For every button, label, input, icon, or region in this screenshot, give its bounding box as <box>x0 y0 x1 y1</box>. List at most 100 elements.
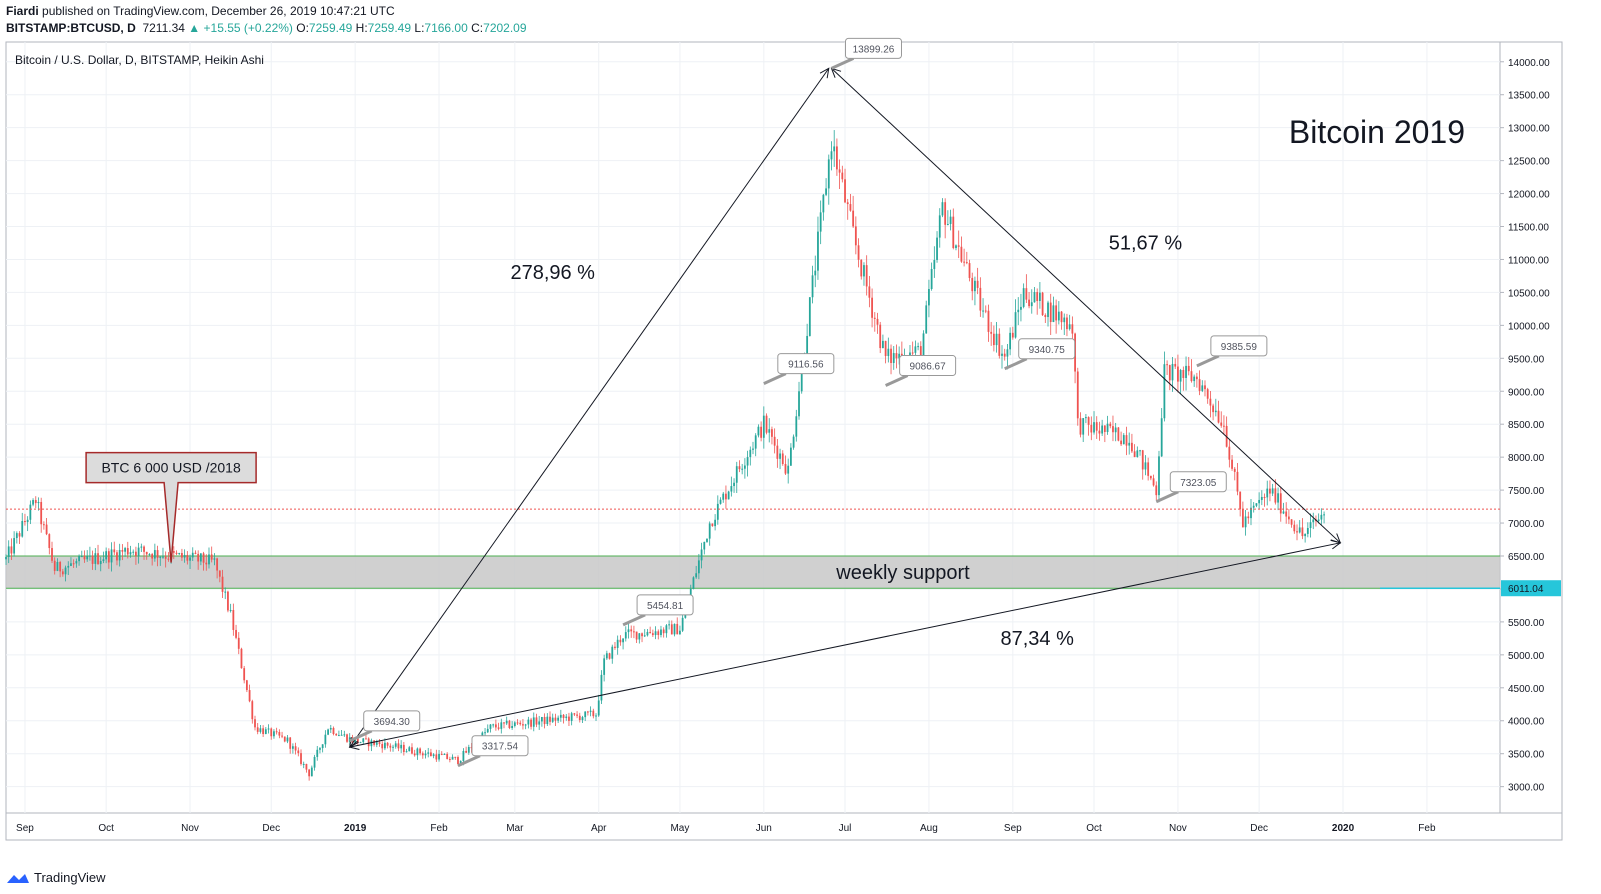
candle-body <box>24 521 26 523</box>
candle-body <box>1125 435 1128 446</box>
candle-body <box>860 259 863 277</box>
candle-body <box>700 549 703 561</box>
y-tick-label: 7000.00 <box>1508 519 1545 530</box>
callout-label: 3317.54 <box>482 742 519 753</box>
candle-body <box>546 716 549 725</box>
candle-body <box>178 553 181 555</box>
candle-body <box>229 610 232 612</box>
candle-body <box>811 275 814 298</box>
candle-body <box>213 558 216 560</box>
candle-body <box>982 310 984 312</box>
candle-body <box>595 715 597 717</box>
candle-body <box>1131 442 1133 452</box>
candle-body <box>375 742 378 745</box>
candle-body <box>454 756 457 758</box>
candle-body <box>789 447 792 466</box>
plot-frame <box>5 41 1501 814</box>
candle-body <box>283 736 286 742</box>
candle-body <box>1144 462 1147 470</box>
candle-body <box>400 744 403 749</box>
change: ▲ +15.55 (+0.22%) <box>188 21 293 35</box>
candle-body <box>852 210 855 227</box>
candle-body <box>841 172 844 180</box>
candle-body <box>80 556 83 558</box>
tradingview-logo[interactable]: TradingView <box>6 870 106 885</box>
candle-body <box>1036 292 1039 301</box>
candle-body <box>221 576 224 592</box>
candle-body <box>1301 527 1304 537</box>
candle-body <box>554 717 557 721</box>
candle-body <box>1296 531 1298 533</box>
candle-body <box>692 577 695 589</box>
candle-body <box>673 623 676 635</box>
candle-body <box>519 722 522 725</box>
x-tick-label: Feb <box>430 823 448 834</box>
candle-body <box>402 744 405 753</box>
candle-body <box>513 722 516 727</box>
candle-body <box>1052 305 1055 323</box>
candle-body <box>367 738 370 747</box>
candle-body <box>589 710 592 712</box>
candle-body <box>1323 514 1325 516</box>
candle-body <box>1160 418 1163 457</box>
candle-body <box>1293 524 1296 532</box>
candle-body <box>643 635 646 637</box>
candle-body <box>944 202 947 225</box>
low-value: 7166.00 <box>424 21 468 35</box>
x-tick-label: Oct <box>1086 823 1102 834</box>
callout-box <box>471 735 529 757</box>
candle-body <box>145 551 148 555</box>
candle-body <box>719 499 722 504</box>
callout-label: 9340.75 <box>1029 345 1066 356</box>
candle-body <box>181 553 183 558</box>
candle-body <box>1133 451 1136 458</box>
candle-body <box>240 648 243 669</box>
candle-body <box>18 533 21 537</box>
candle-body <box>1120 440 1122 445</box>
candle-body <box>857 245 860 260</box>
candle-body <box>308 769 311 777</box>
candle-body <box>1025 288 1028 300</box>
y-tick-label: 13500.00 <box>1508 91 1550 102</box>
candle-body <box>64 567 67 575</box>
candle-body <box>543 716 546 725</box>
candle-body <box>305 763 308 770</box>
candle-body <box>957 245 960 247</box>
candle-body <box>121 550 124 552</box>
candle-body <box>1269 488 1271 494</box>
candle-body <box>346 734 348 742</box>
candle-body <box>319 748 321 750</box>
candle-body <box>873 317 876 319</box>
candle-body <box>630 629 633 632</box>
tradingview-icon <box>7 873 29 883</box>
candle-body <box>933 259 936 270</box>
candle-body <box>329 727 332 730</box>
support-price-text: 6011.04 <box>1508 584 1544 595</box>
candle-body <box>876 318 879 325</box>
candle-body <box>1049 302 1052 323</box>
candle-body <box>148 554 151 556</box>
candle-body <box>42 524 45 526</box>
candle-body <box>884 340 887 357</box>
candle-body <box>467 747 470 753</box>
candle-body <box>1066 317 1068 330</box>
candle-body <box>662 629 665 634</box>
candle-body <box>1163 364 1166 419</box>
candle-body <box>113 549 116 553</box>
candle-body <box>784 464 787 474</box>
candle-body <box>300 753 302 764</box>
candle-body <box>798 391 800 417</box>
candle-body <box>194 552 197 554</box>
candle-body <box>1022 288 1025 307</box>
candle-body <box>524 724 527 726</box>
candle-body <box>1317 519 1320 522</box>
candle-body <box>1001 353 1003 356</box>
candle-body <box>126 548 129 555</box>
callout-label: 9086.67 <box>910 362 947 373</box>
candle-body <box>264 729 267 735</box>
candle-body <box>143 546 145 552</box>
candle-body <box>13 538 16 554</box>
candle-body <box>205 562 208 565</box>
chart-title: Bitcoin / U.S. Dollar, D, BITSTAMP, Heik… <box>15 53 264 67</box>
